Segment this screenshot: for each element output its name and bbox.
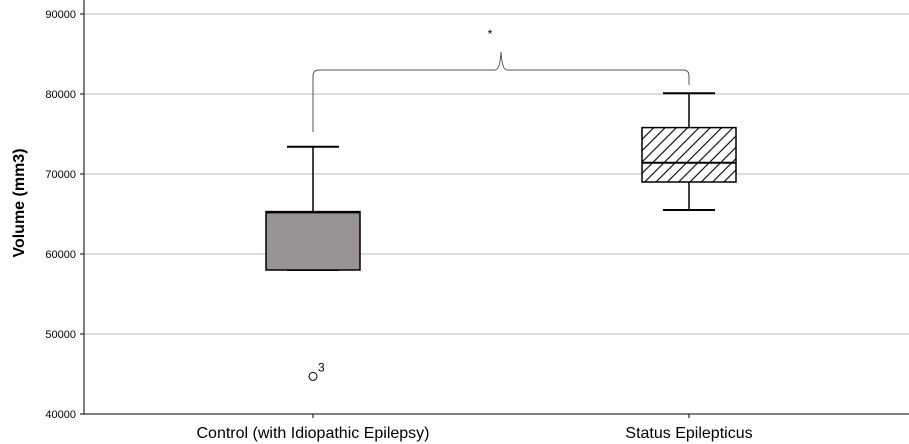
y-tick-label: 80000 (45, 89, 76, 101)
significance-label: * (488, 27, 493, 41)
significance-brace (312, 51, 690, 132)
outlier-point (308, 371, 318, 381)
y-tick-label: 40000 (45, 409, 76, 421)
y-tick-label: 70000 (45, 169, 76, 181)
axes (83, 0, 909, 415)
y-tick-label: 50000 (45, 329, 76, 341)
x-category-label: Status Epilepticus (625, 425, 752, 442)
iqr-box (641, 126, 737, 183)
outlier-label: 3 (318, 360, 325, 374)
y-tick-label: 60000 (45, 249, 76, 261)
y-tick-label: 90000 (45, 9, 76, 21)
boxes: 3 (265, 92, 737, 381)
box-group: 3 (265, 145, 361, 381)
box-group (641, 92, 737, 211)
iqr-box (265, 210, 361, 271)
x-axis-categories: Control (with Idiopathic Epilepsy) Status… (197, 414, 753, 442)
x-category-label: Control (with Idiopathic Epilepsy) (197, 425, 430, 442)
y-axis-title: Volume (mm3) (11, 148, 28, 257)
gridlines (84, 13, 909, 335)
significance-bracket: * (312, 27, 690, 132)
y-axis-ticks: 40000 50000 60000 70000 80000 90000 (45, 9, 84, 421)
